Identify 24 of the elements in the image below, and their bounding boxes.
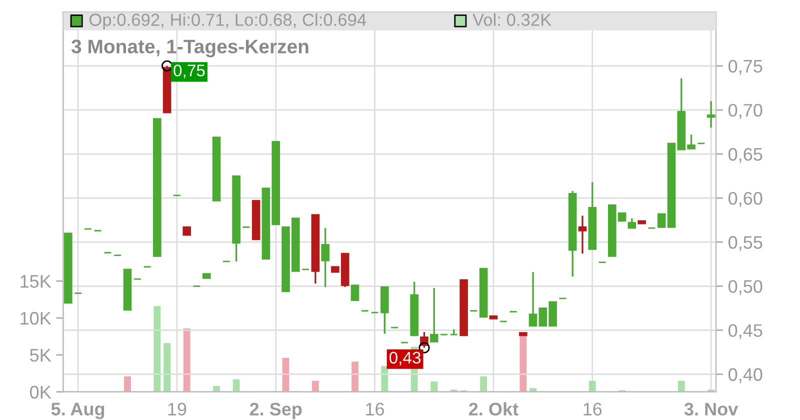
y-tick-label: 0,50 — [728, 280, 762, 295]
annotation: 0,43 — [389, 352, 421, 366]
y2-tick-label: 15K — [20, 275, 52, 288]
y-tick-label: 0,40 — [728, 368, 762, 384]
y-tick-label: 0,65 — [728, 148, 762, 163]
y-tick-label: 0,60 — [728, 192, 762, 207]
x-tick-label: 2. Sep — [250, 402, 302, 420]
annotation: Op:0.692, Hi:0.71, Lo:0.68, Cl:0.694 — [89, 13, 366, 30]
x-tick-label: 3. Nov — [684, 402, 738, 416]
y2-tick-label: 5K — [30, 349, 52, 362]
x-tick-label: 16 — [584, 402, 602, 416]
x-tick-label: 5. Aug — [51, 402, 104, 420]
x-tick-label: 2. Okt — [468, 402, 518, 416]
annotation: Vol: 0.32K — [472, 13, 552, 26]
y2-tick-label: 0K — [30, 386, 52, 399]
text: 3 Monate, 1-Tages-Kerzen — [71, 40, 308, 58]
x-tick-label: 16 — [366, 402, 384, 416]
y-tick-label: 0,55 — [728, 236, 762, 251]
y-tick-label: 0,70 — [728, 104, 762, 119]
y-tick-label: 0,45 — [728, 324, 762, 340]
y-tick-label: 0,75 — [728, 60, 762, 75]
annotation: 0,75 — [174, 64, 205, 78]
x-tick-label: 19 — [168, 402, 186, 416]
y2-tick-label: 10K — [20, 312, 52, 325]
